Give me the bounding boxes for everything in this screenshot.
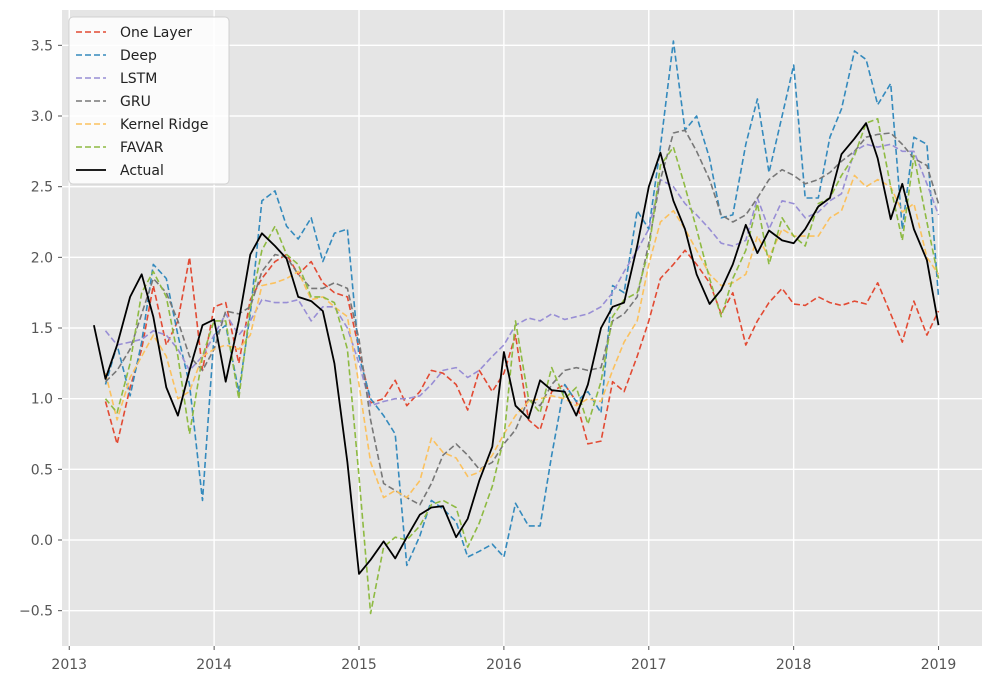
legend-label-one-layer: One Layer [120,25,192,41]
x-tick-label: 2018 [776,657,812,673]
legend-label-actual: Actual [120,163,164,179]
x-tick-label: 2019 [921,657,957,673]
legend-label-gru: GRU [120,94,151,110]
grid-lines [62,10,982,646]
legend-label-lstm: LSTM [120,71,157,87]
y-tick-label: 0.0 [31,533,53,549]
y-tick-label: 1.5 [31,321,53,337]
legend-box [68,16,230,185]
series-line-lstm [104,143,940,407]
series-line-one-layer [104,249,940,445]
series-line-favar [104,118,940,615]
y-axis-ticks: −0.5 0.0 0.5 1.0 1.5 2.0 2.5 3.0 3.5 [19,38,62,620]
series-line-actual [93,122,940,575]
series-group [93,40,940,615]
y-tick-label: 2.5 [31,180,53,196]
y-tick-label: −0.5 [19,604,53,620]
y-tick-label: 1.0 [31,392,53,408]
legend-label-deep: Deep [120,48,157,64]
series-line-kernel-ridge [104,174,940,499]
y-tick-label: 2.0 [31,250,53,266]
x-tick-label: 2017 [631,657,667,673]
y-tick-label: 3.0 [31,109,53,125]
y-tick-label: 0.5 [31,462,53,478]
y-tick-label: 3.5 [31,38,53,54]
legend-label-favar: FAVAR [120,140,164,156]
x-tick-label: 2014 [196,657,232,673]
x-tick-label: 2013 [51,657,87,673]
x-tick-label: 2016 [486,657,522,673]
x-tick-label: 2015 [341,657,377,673]
legend-label-kernel-ridge: Kernel Ridge [120,117,208,133]
series-line-gru [104,129,940,506]
x-axis-ticks: 2013 2014 2015 2016 2017 2018 2019 [51,646,956,673]
legend: One Layer Deep LSTM GRU Kernel Ridge FAVAR Act… [68,16,230,185]
